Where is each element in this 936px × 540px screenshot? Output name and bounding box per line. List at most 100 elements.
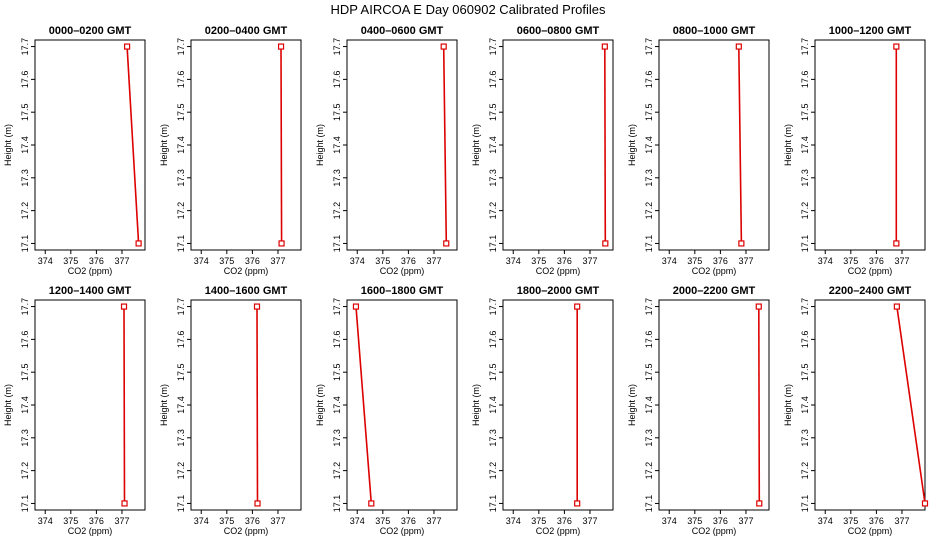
x-tick-label: 376 — [869, 516, 884, 526]
profile-point — [756, 500, 763, 507]
y-tick-label: 17.1 — [176, 495, 186, 513]
profile-point — [254, 500, 261, 507]
x-tick-label: 374 — [818, 256, 833, 266]
y-tick-label: 17.1 — [20, 495, 30, 513]
profile-line — [603, 46, 607, 244]
y-tick-label: 17.5 — [800, 363, 810, 381]
plot-frame — [658, 39, 770, 251]
y-tick-label: 17.4 — [20, 396, 30, 414]
x-tick-label: 376 — [401, 516, 416, 526]
y-tick-label: 17.6 — [644, 71, 654, 89]
profile-panel: 1000–1200 GMT 374 375 376 377 17.1 17.2 17.3 17.… — [783, 25, 926, 276]
profile-point — [277, 43, 285, 50]
y-axis-label: Height (m) — [783, 124, 793, 166]
y-tick-label: 17.1 — [176, 235, 186, 253]
panel-title: 1200–1400 GMT — [49, 285, 132, 297]
y-tick-label: 17.6 — [332, 71, 342, 89]
y-tick-label: 17.7 — [644, 38, 654, 56]
y-tick-label: 17.5 — [176, 363, 186, 381]
y-tick-label: 17.3 — [488, 169, 498, 187]
y-tick-label: 17.3 — [800, 169, 810, 187]
x-tick-label: 377 — [114, 516, 129, 526]
profile-point — [135, 240, 142, 247]
profile-line — [280, 46, 283, 244]
y-tick-label: 17.6 — [800, 71, 810, 89]
y-tick-label: 17.2 — [644, 202, 654, 220]
y-tick-label: 17.1 — [644, 495, 654, 513]
y-tick-label: 17.5 — [800, 103, 810, 121]
y-axis-label: Height (m) — [315, 124, 325, 166]
x-tick-label: 376 — [869, 256, 884, 266]
y-axis-label: Height (m) — [471, 384, 481, 426]
y-axis-label: Height (m) — [3, 124, 13, 166]
y-tick-label: 17.6 — [20, 71, 30, 89]
profile-point — [352, 303, 360, 310]
y-tick-label: 17.2 — [20, 462, 30, 480]
x-tick-label: 377 — [426, 256, 441, 266]
profile-point — [120, 303, 128, 310]
y-tick-label: 17.1 — [800, 495, 810, 513]
x-tick-label: 377 — [270, 256, 285, 266]
y-tick-label: 17.6 — [800, 331, 810, 349]
plot-frame — [190, 299, 302, 511]
y-tick-label: 17.7 — [332, 298, 342, 316]
y-tick-label: 17.3 — [644, 429, 654, 447]
x-tick-label: 376 — [713, 516, 728, 526]
x-tick-label: 375 — [687, 516, 702, 526]
plot-frame — [34, 299, 146, 511]
plot-frame — [814, 299, 926, 511]
profile-panel: 0000–0200 GMT 374 375 376 377 17.1 17.2 17.3 17.… — [3, 25, 146, 276]
y-tick-label: 17.4 — [332, 136, 342, 154]
x-tick-label: 374 — [506, 256, 521, 266]
x-tick-label: 377 — [270, 516, 285, 526]
y-tick-label: 17.4 — [644, 396, 654, 414]
y-tick-label: 17.2 — [176, 202, 186, 220]
x-tick-label: 374 — [194, 516, 209, 526]
x-tick-label: 374 — [38, 516, 53, 526]
profile-point — [738, 240, 745, 247]
profile-point — [574, 303, 581, 310]
profile-point — [278, 240, 285, 247]
y-tick-label: 17.2 — [176, 462, 186, 480]
y-tick-label: 17.3 — [20, 429, 30, 447]
x-tick-label: 374 — [350, 256, 365, 266]
y-tick-label: 17.1 — [488, 235, 498, 253]
x-tick-label: 377 — [114, 256, 129, 266]
y-axis-label: Height (m) — [159, 384, 169, 426]
y-tick-label: 17.4 — [332, 396, 342, 414]
y-tick-label: 17.2 — [332, 462, 342, 480]
plot-frame — [502, 39, 614, 251]
profile-point — [440, 43, 447, 50]
profile-point — [121, 500, 128, 507]
panel-title: 0800–1000 GMT — [673, 25, 756, 37]
y-tick-label: 17.5 — [20, 363, 30, 381]
y-tick-label: 17.5 — [332, 363, 342, 381]
profile-point — [893, 43, 900, 50]
profile-point — [755, 303, 762, 310]
x-tick-label: 375 — [687, 256, 702, 266]
profile-point — [601, 43, 608, 50]
x-tick-label: 375 — [531, 516, 546, 526]
plot-frame — [658, 299, 770, 511]
y-tick-label: 17.4 — [176, 136, 186, 154]
x-tick-label: 376 — [557, 256, 572, 266]
y-tick-label: 17.2 — [800, 202, 810, 220]
x-tick-label: 375 — [843, 256, 858, 266]
x-tick-label: 377 — [894, 256, 909, 266]
y-tick-label: 17.1 — [332, 495, 342, 513]
y-axis-label: Height (m) — [783, 384, 793, 426]
x-tick-label: 375 — [219, 256, 234, 266]
x-axis-label: CO2 (ppm) — [68, 266, 113, 276]
y-tick-label: 17.5 — [176, 103, 186, 121]
x-tick-label: 374 — [350, 516, 365, 526]
y-tick-label: 17.4 — [644, 136, 654, 154]
x-tick-label: 376 — [89, 516, 104, 526]
x-tick-label: 376 — [245, 256, 260, 266]
x-tick-label: 375 — [375, 256, 390, 266]
profile-line — [126, 46, 140, 244]
y-tick-label: 17.2 — [332, 202, 342, 220]
profile-point — [443, 240, 450, 247]
y-tick-label: 17.5 — [644, 103, 654, 121]
x-tick-label: 374 — [194, 256, 209, 266]
y-tick-label: 17.7 — [20, 38, 30, 56]
